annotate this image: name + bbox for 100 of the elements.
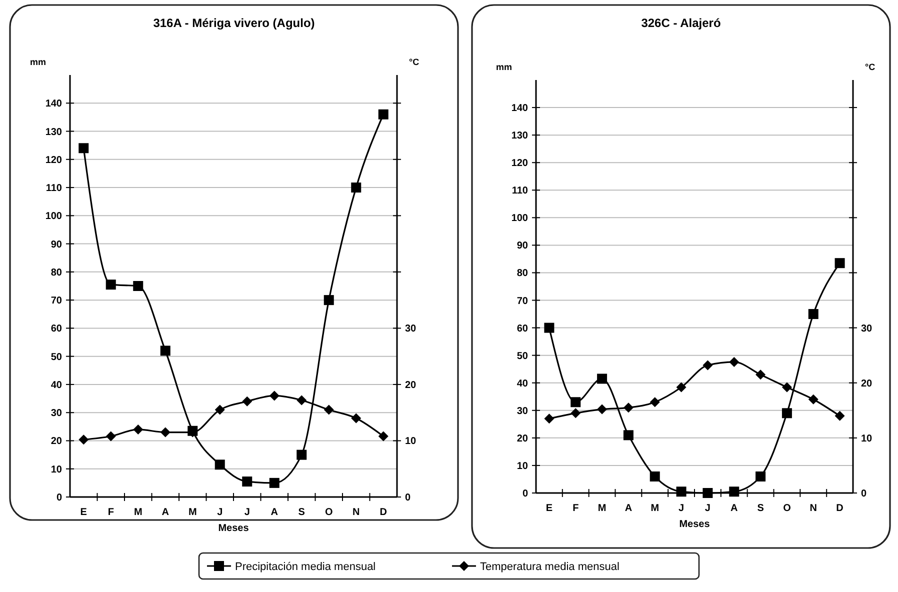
point: [378, 431, 388, 442]
point: [808, 394, 818, 404]
x-tick-label: A: [730, 503, 738, 514]
y-tick-label: 40: [516, 378, 528, 390]
y-tick-label: 70: [50, 296, 62, 307]
x-tick-label: M: [650, 503, 660, 514]
x-tick-label: F: [108, 507, 114, 518]
point: [269, 478, 280, 488]
point: [133, 424, 144, 434]
y-tick-label: 90: [50, 239, 62, 250]
x-tick-label: O: [783, 503, 792, 514]
y-tick-label: 140: [45, 98, 62, 110]
y2-axis-title: °C: [865, 62, 876, 72]
point: [351, 182, 362, 193]
x-tick-label: N: [352, 507, 360, 518]
point: [544, 322, 554, 333]
x-tick-label: J: [217, 507, 223, 518]
x-axis-title: Meses: [218, 523, 250, 534]
point: [269, 390, 280, 401]
y-tick-label: 90: [516, 240, 528, 252]
point: [702, 488, 713, 498]
x-axis-title: Meses: [679, 519, 710, 530]
point: [597, 404, 608, 414]
legend-label: Temperatura media mensual: [480, 560, 620, 573]
point: [351, 413, 362, 424]
y-tick-label: 80: [516, 268, 528, 280]
x-tick-label: E: [80, 507, 88, 518]
x-tick-label: J: [244, 507, 250, 518]
x-tick-label: M: [134, 507, 142, 518]
point: [729, 486, 740, 497]
point: [676, 486, 686, 497]
y-axis-title: mm: [30, 57, 46, 67]
x-tick-label: A: [624, 503, 632, 514]
x-tick-label: S: [757, 503, 764, 514]
y2-tick-label: 0: [861, 488, 867, 500]
point: [242, 476, 252, 487]
y-tick-label: 130: [45, 126, 62, 138]
x-tick-label: E: [546, 503, 553, 514]
point: [324, 404, 334, 415]
y-tick-label: 140: [511, 103, 528, 114]
y-tick-label: 10: [516, 460, 528, 472]
x-tick-label: A: [162, 507, 169, 518]
x-tick-label: M: [188, 507, 197, 518]
x-tick-label: J: [704, 503, 710, 514]
point: [160, 427, 170, 438]
x-tick-label: O: [324, 507, 333, 518]
y-tick-label: 50: [50, 352, 62, 363]
y-tick-label: 20: [516, 433, 528, 444]
y-tick-label: 100: [45, 211, 62, 222]
y-tick-label: 0: [56, 492, 62, 504]
y2-tick-label: 20: [861, 378, 873, 390]
chart-title: 316A - Mériga vivero (Agulo): [153, 16, 315, 30]
x-tick-label: J: [678, 503, 684, 514]
point: [834, 258, 845, 268]
chart-title: 326C - Alajeró: [641, 16, 721, 30]
y-tick-label: 40: [50, 380, 62, 391]
x-tick-label: D: [836, 503, 844, 514]
y-tick-label: 0: [522, 488, 528, 500]
point: [78, 143, 89, 154]
point: [623, 430, 634, 440]
y2-tick-label: 10: [861, 433, 873, 444]
y-tick-label: 50: [516, 350, 528, 362]
y2-tick-label: 10: [405, 436, 417, 448]
point: [650, 471, 660, 482]
y-tick-label: 120: [511, 158, 528, 170]
y-tick-label: 20: [50, 436, 62, 448]
point: [702, 360, 713, 370]
point: [296, 450, 307, 460]
y2-axis-title: °C: [409, 57, 420, 67]
point: [570, 408, 581, 418]
point: [106, 280, 116, 290]
y-tick-label: 120: [45, 154, 62, 166]
point: [133, 281, 144, 291]
y-tick-label: 80: [50, 267, 62, 278]
x-tick-label: F: [572, 503, 579, 514]
point: [808, 309, 818, 320]
point: [756, 370, 766, 380]
point: [214, 404, 225, 415]
y2-tick-label: 30: [405, 324, 417, 335]
point: [782, 408, 792, 418]
point: [756, 471, 766, 482]
y-tick-label: 70: [516, 296, 528, 307]
y-tick-label: 10: [50, 464, 62, 476]
y-tick-label: 60: [516, 323, 528, 334]
x-tick-label: D: [380, 507, 387, 518]
point: [544, 414, 554, 424]
x-tick-label: M: [598, 503, 606, 514]
y2-tick-label: 30: [861, 323, 873, 334]
point: [242, 396, 252, 406]
y2-tick-label: 20: [405, 380, 417, 391]
point: [378, 109, 388, 120]
point: [834, 410, 845, 421]
y2-tick-label: 0: [405, 492, 411, 504]
point: [782, 382, 792, 392]
point: [597, 374, 608, 384]
x-tick-label: A: [270, 507, 278, 518]
point: [623, 402, 634, 413]
point: [324, 295, 334, 306]
point: [676, 382, 686, 392]
y-tick-label: 30: [50, 408, 62, 420]
